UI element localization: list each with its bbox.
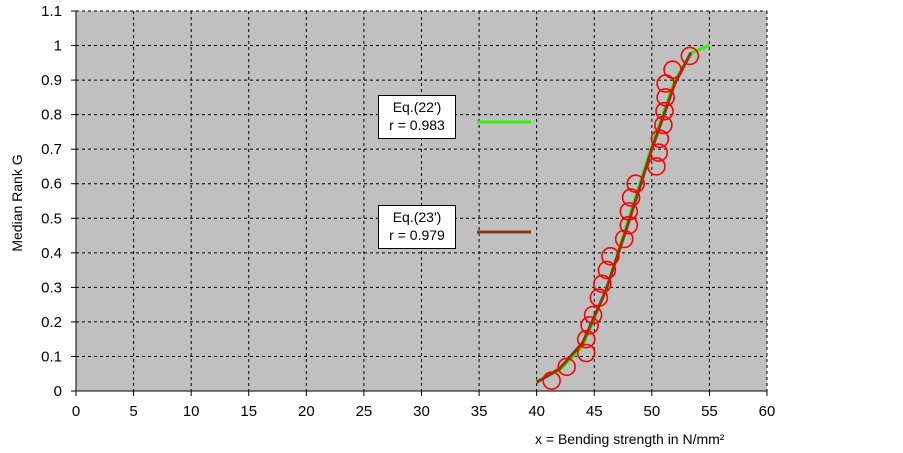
x-tick-label: 25 (356, 403, 373, 420)
y-tick-label: 0.8 (41, 107, 62, 124)
y-tick-label: 0.5 (41, 210, 62, 227)
y-tick-label: 0.6 (41, 176, 62, 193)
data-point (649, 143, 669, 162)
data-point (619, 215, 639, 235)
data-point (619, 202, 639, 221)
x-tick-label: 30 (413, 403, 430, 420)
x-tick-label: 5 (129, 403, 137, 420)
data-point (580, 316, 599, 335)
x-tick-label: 10 (183, 403, 200, 420)
legend-entry-eq22: Eq.(22') r = 0.983 (378, 95, 456, 139)
data-point (593, 274, 612, 294)
x-tick-label: 20 (298, 403, 315, 420)
data-point (621, 188, 641, 207)
data-point (557, 357, 576, 377)
legend-eq23-name: Eq.(23') (392, 209, 442, 225)
data-point (589, 288, 609, 308)
x-tick-label: 50 (643, 403, 660, 420)
data-point (680, 46, 700, 66)
data-point (542, 371, 561, 390)
data-point (654, 115, 673, 135)
data-point (663, 60, 682, 80)
data-point (614, 229, 634, 249)
legend-eq23-r: r = 0.979 (389, 227, 445, 243)
legend-eq22-name: Eq.(22') (392, 99, 442, 115)
x-tick-label: 60 (759, 403, 776, 420)
data-point (650, 129, 670, 149)
data-point (576, 329, 596, 349)
y-tick-label: 0.3 (41, 279, 62, 296)
legend-entry-eq23: Eq.(23') r = 0.979 (378, 205, 456, 249)
x-tick-label: 35 (471, 403, 488, 420)
data-point (647, 157, 666, 176)
y-tick-label: 0.4 (41, 245, 62, 262)
data-point (576, 343, 596, 363)
data-point (626, 174, 646, 194)
x-tick-label: 45 (586, 403, 603, 420)
y-tick-label: 0.9 (41, 72, 62, 89)
y-tick-label: 0.1 (41, 348, 62, 365)
data-point (601, 246, 620, 266)
x-tick-label: 55 (701, 403, 718, 420)
y-tick-label: 1 (54, 38, 62, 55)
x-tick-label: 0 (72, 403, 80, 420)
y-tick-label: 0 (54, 383, 62, 400)
legend-eq22-r: r = 0.983 (389, 117, 445, 133)
x-tick-label: 15 (240, 403, 257, 420)
data-point (597, 260, 617, 280)
eq23-fit-line (535, 51, 693, 384)
y-axis-title: Median Rank G (9, 154, 25, 251)
y-tick-label: 0.7 (41, 141, 62, 158)
x-tick-label: 40 (528, 403, 545, 420)
x-axis-title: x = Bending strength in N/mm² (535, 431, 725, 447)
y-tick-label: 0.2 (41, 314, 62, 331)
data-point (655, 101, 674, 121)
plot-area (76, 11, 767, 391)
data-point (583, 305, 603, 325)
y-tick-label: 1.1 (41, 3, 62, 20)
data-point (656, 88, 675, 107)
